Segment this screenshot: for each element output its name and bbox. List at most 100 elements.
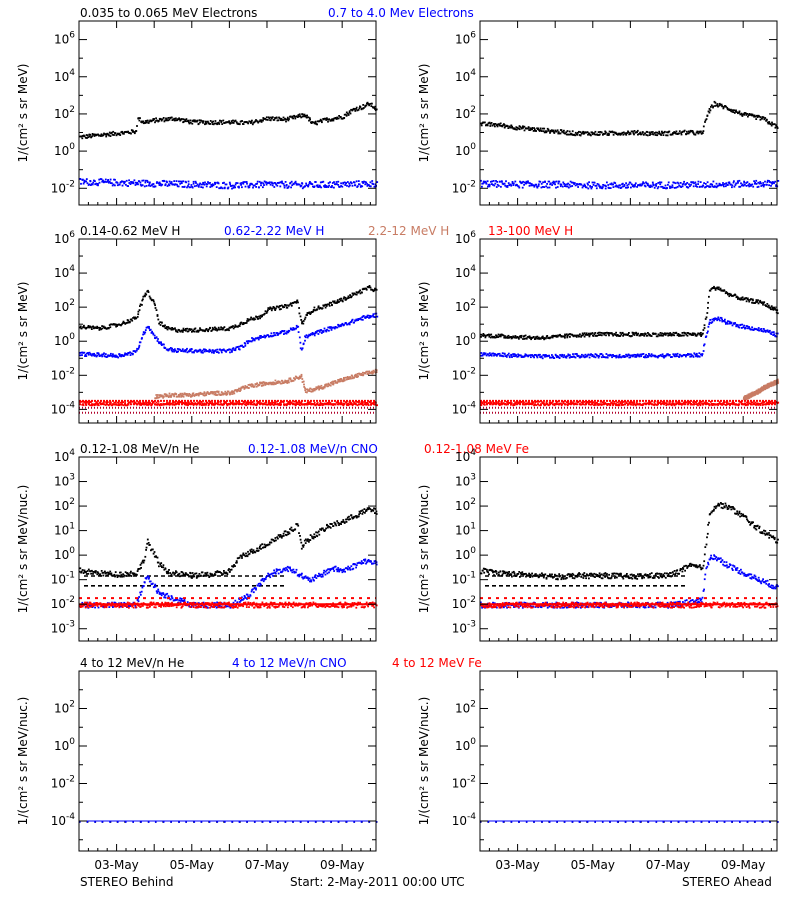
- data-point: [762, 328, 765, 330]
- data-point: [133, 316, 135, 319]
- data-point: [675, 353, 678, 356]
- data-point: [159, 341, 161, 344]
- data-point: [286, 306, 289, 309]
- data-point: [753, 180, 755, 183]
- data-point: [229, 393, 232, 395]
- data-point: [538, 336, 540, 339]
- data-point: [275, 307, 277, 310]
- data-point: [245, 402, 248, 405]
- data-point: [280, 401, 282, 403]
- data-point: [513, 353, 516, 355]
- data-point: [769, 181, 771, 183]
- data-point: [93, 133, 96, 136]
- data-point: [324, 306, 327, 309]
- data-point: [691, 332, 694, 335]
- data-point: [583, 183, 586, 186]
- data-point: [702, 184, 705, 187]
- data-point: [698, 332, 701, 335]
- data-point: [566, 183, 568, 186]
- data-point: [232, 347, 235, 349]
- data-point: [81, 137, 84, 140]
- data-point: [211, 326, 214, 329]
- data-point: [318, 307, 321, 310]
- data-point: [374, 316, 376, 318]
- data-point: [742, 184, 745, 187]
- data-point: [178, 395, 181, 398]
- data-point: [87, 352, 89, 354]
- data-point: [143, 185, 146, 188]
- data-point: [195, 394, 198, 397]
- data-point: [546, 186, 549, 189]
- series-black: [480, 100, 779, 137]
- data-point: [643, 182, 645, 185]
- legend-label-2-1: 0.12-1.08 MeV/n CNO: [248, 442, 378, 456]
- data-point: [196, 119, 199, 122]
- data-point: [244, 385, 247, 387]
- data-point: [539, 129, 542, 132]
- data-point: [130, 318, 133, 321]
- data-point: [161, 321, 163, 324]
- data-point: [777, 380, 779, 383]
- data-point: [121, 180, 123, 183]
- data-point: [119, 403, 122, 406]
- data-point: [83, 181, 86, 184]
- legend-label-3-1: 4 to 12 MeV/n CNO: [232, 656, 347, 670]
- data-point: [511, 125, 513, 128]
- data-point: [737, 326, 740, 328]
- data-point: [150, 332, 153, 334]
- data-point: [211, 185, 213, 188]
- data-point: [534, 337, 537, 340]
- data-point: [674, 182, 677, 185]
- data-point: [672, 334, 675, 336]
- data-point: [499, 403, 502, 406]
- data-point: [703, 324, 706, 327]
- data-point: [309, 181, 311, 183]
- data-point: [223, 326, 226, 328]
- data-point: [591, 133, 594, 136]
- data-point: [244, 185, 247, 188]
- data-point: [711, 183, 714, 186]
- data-point: [267, 181, 269, 184]
- data-point: [243, 388, 246, 390]
- data-point: [646, 334, 649, 337]
- data-point: [593, 133, 596, 136]
- data-point: [596, 334, 599, 337]
- data-point: [359, 373, 362, 375]
- data-point: [97, 353, 100, 356]
- data-point: [571, 356, 574, 358]
- data-point: [704, 186, 706, 189]
- data-point: [163, 120, 166, 123]
- data-point: [538, 404, 541, 407]
- data-point: [590, 134, 592, 137]
- data-point: [771, 123, 774, 126]
- data-point: [160, 184, 163, 187]
- data-point: [702, 332, 704, 335]
- data-point: [294, 117, 297, 120]
- data-point: [361, 318, 364, 321]
- data-point: [202, 329, 204, 332]
- data-point: [525, 337, 528, 340]
- data-point: [316, 308, 318, 311]
- data-point: [198, 329, 201, 332]
- data-point: [497, 353, 500, 355]
- data-point: [480, 179, 482, 182]
- data-point: [634, 182, 637, 185]
- data-point: [764, 117, 767, 119]
- data-point: [333, 327, 336, 330]
- data-point: [553, 132, 556, 134]
- data-point: [373, 401, 376, 404]
- data-point: [340, 325, 342, 328]
- data-point: [152, 333, 155, 336]
- data-point: [176, 331, 179, 333]
- data-point: [328, 329, 330, 332]
- data-point: [508, 356, 511, 359]
- data-point: [771, 331, 773, 334]
- data-point: [334, 183, 337, 186]
- legend-label-3-2: 4 to 12 MeV Fe: [392, 656, 482, 670]
- data-point: [698, 355, 701, 358]
- data-point: [503, 182, 506, 185]
- data-point: [275, 117, 278, 119]
- data-point: [582, 355, 585, 358]
- data-point: [120, 355, 123, 358]
- data-point: [302, 380, 305, 383]
